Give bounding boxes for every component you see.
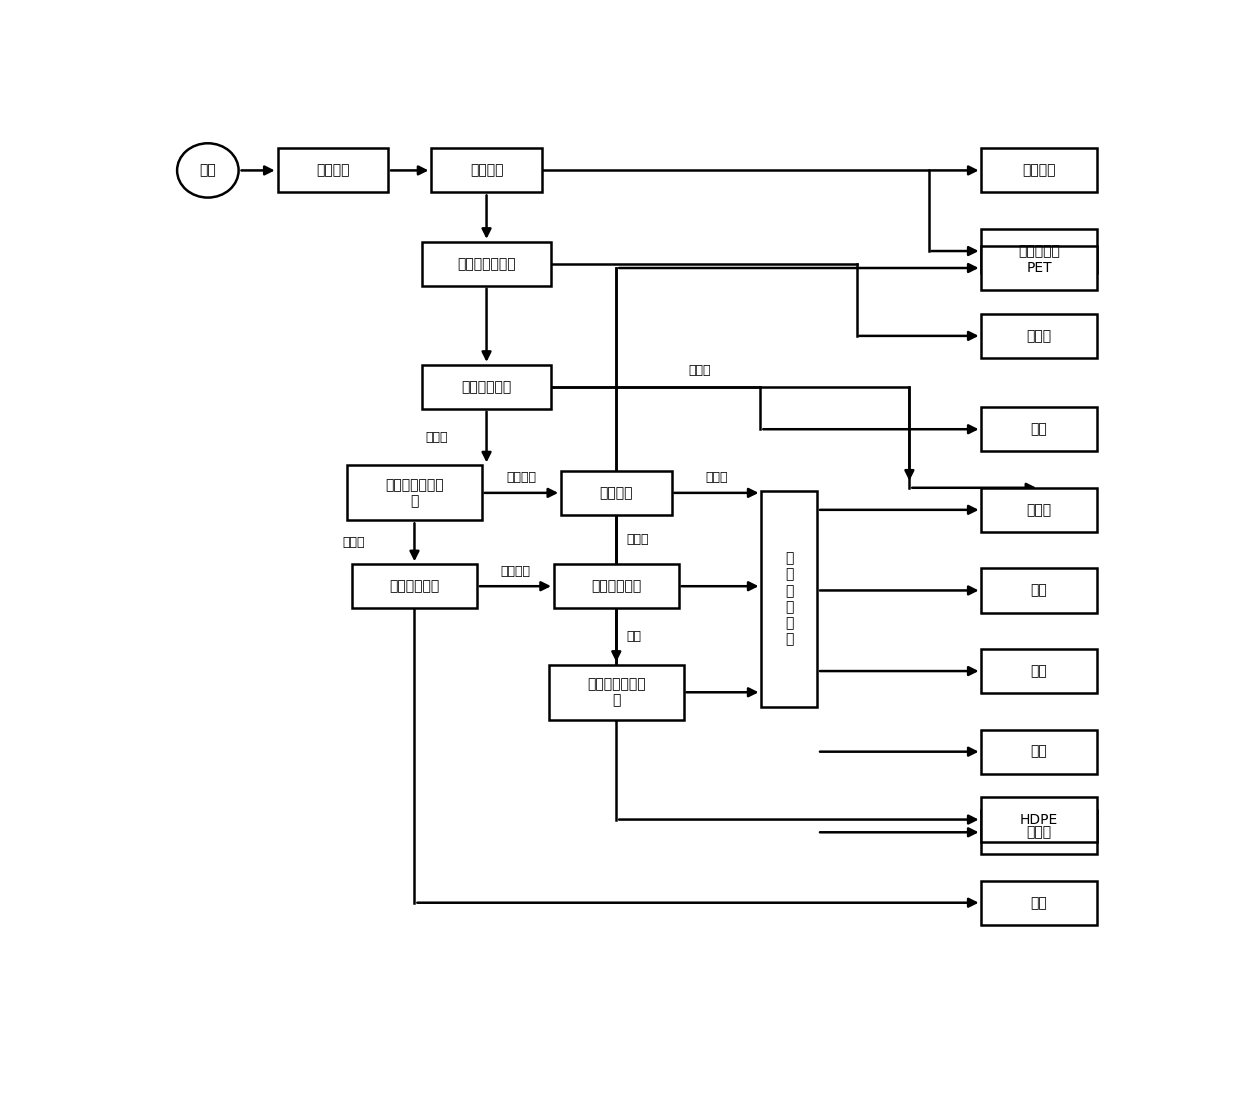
FancyBboxPatch shape	[982, 488, 1097, 532]
FancyBboxPatch shape	[982, 649, 1097, 693]
Text: 拆包系统: 拆包系统	[316, 163, 350, 177]
FancyBboxPatch shape	[982, 149, 1097, 193]
Text: 三相分流筛分系
统: 三相分流筛分系 统	[386, 478, 444, 508]
Text: 光电分选系统: 光电分选系统	[591, 580, 641, 593]
Text: PET: PET	[1027, 261, 1052, 276]
FancyBboxPatch shape	[982, 730, 1097, 774]
FancyBboxPatch shape	[554, 564, 678, 608]
Text: 轻物料: 轻物料	[706, 472, 728, 485]
Text: 塑料: 塑料	[626, 630, 641, 642]
FancyBboxPatch shape	[422, 241, 552, 285]
FancyBboxPatch shape	[982, 798, 1097, 842]
Text: 进料系统: 进料系统	[470, 163, 503, 177]
FancyBboxPatch shape	[347, 465, 481, 520]
Text: 筛下物: 筛下物	[425, 431, 448, 444]
Circle shape	[177, 143, 238, 197]
Text: 平面物料: 平面物料	[506, 472, 537, 485]
FancyBboxPatch shape	[982, 810, 1097, 854]
Text: 金属: 金属	[1030, 896, 1048, 910]
Text: 硬纸板: 硬纸板	[1027, 503, 1052, 517]
Text: HDPE: HDPE	[1021, 812, 1058, 826]
Text: 立体物料: 立体物料	[501, 564, 531, 577]
Text: 纺织物: 纺织物	[1027, 328, 1052, 343]
Text: 纸张: 纸张	[1030, 583, 1048, 597]
Text: 其他类: 其他类	[1027, 825, 1052, 840]
Text: 人工智能分选系
统: 人工智能分选系 统	[587, 677, 646, 707]
FancyBboxPatch shape	[982, 229, 1097, 273]
Text: 立体物: 立体物	[342, 536, 365, 549]
FancyBboxPatch shape	[982, 314, 1097, 358]
Text: 风选系统: 风选系统	[599, 486, 634, 500]
Text: 重物料: 重物料	[626, 533, 649, 545]
FancyBboxPatch shape	[352, 564, 477, 608]
Text: 电子废弃物: 电子废弃物	[1018, 244, 1060, 258]
Text: 盘形筛分系统: 盘形筛分系统	[461, 380, 512, 393]
FancyBboxPatch shape	[761, 490, 817, 707]
FancyBboxPatch shape	[982, 569, 1097, 613]
Text: 筛上物: 筛上物	[688, 364, 711, 377]
Text: 人
工
质
检
平
台: 人 工 质 检 平 台	[785, 551, 794, 647]
FancyBboxPatch shape	[982, 407, 1097, 452]
Text: 塑料: 塑料	[1030, 745, 1048, 758]
FancyBboxPatch shape	[549, 665, 683, 720]
FancyBboxPatch shape	[422, 365, 552, 409]
Text: 人工预分选平台: 人工预分选平台	[458, 257, 516, 271]
Text: 原料: 原料	[200, 163, 216, 177]
FancyBboxPatch shape	[982, 246, 1097, 290]
Text: 玻璃: 玻璃	[1030, 422, 1048, 436]
FancyBboxPatch shape	[278, 149, 388, 193]
Text: 膜类: 膜类	[1030, 665, 1048, 678]
FancyBboxPatch shape	[432, 149, 542, 193]
Text: 金属筛分系统: 金属筛分系统	[389, 580, 440, 593]
Text: 大件物料: 大件物料	[1022, 163, 1056, 177]
FancyBboxPatch shape	[560, 471, 672, 515]
FancyBboxPatch shape	[982, 880, 1097, 925]
